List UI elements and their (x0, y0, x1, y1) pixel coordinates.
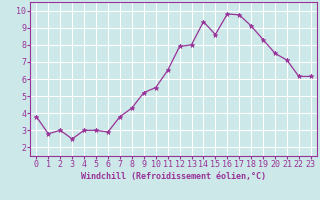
X-axis label: Windchill (Refroidissement éolien,°C): Windchill (Refroidissement éolien,°C) (81, 172, 266, 181)
